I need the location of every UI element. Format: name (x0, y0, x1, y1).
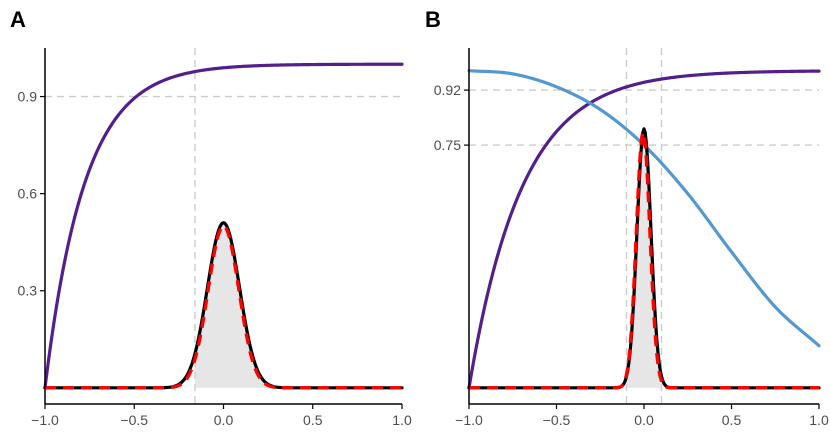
x-tick-label: −0.5 (543, 412, 571, 428)
x-tick-label: −1.0 (31, 412, 59, 428)
panel-label: A (10, 7, 26, 32)
panel-b: B −1.0 −0.5 0.0 0.5 1.0 0.75 0.92 (425, 7, 829, 428)
red-density-line (468, 130, 820, 390)
density-fill-area (194, 222, 402, 388)
y-tick-label: 0.75 (434, 137, 461, 153)
red-density-line (44, 224, 403, 390)
purple-cdf-line (43, 62, 404, 390)
x-tick-label: 1.0 (392, 412, 412, 428)
panel-a: A −1.0 −0.5 0.0 0.5 1.0 0.3 0.6 0.9 (10, 7, 412, 428)
panel-label: B (425, 7, 441, 32)
y-tick-label: 0.9 (18, 89, 38, 105)
y-tick-label: 0.3 (18, 283, 38, 299)
y-tick-label: 0.92 (434, 82, 461, 98)
x-tick-label: 0.5 (722, 412, 742, 428)
purple-cdf-line (467, 69, 821, 390)
x-tick-label: 1.0 (809, 412, 829, 428)
y-tick-label: 0.6 (18, 186, 38, 202)
x-tick-label: 0.0 (214, 412, 234, 428)
x-tick-label: −0.5 (120, 412, 148, 428)
x-tick-label: 0.0 (634, 412, 654, 428)
x-tick-label: 0.5 (303, 412, 323, 428)
x-tick-label: −1.0 (455, 412, 483, 428)
